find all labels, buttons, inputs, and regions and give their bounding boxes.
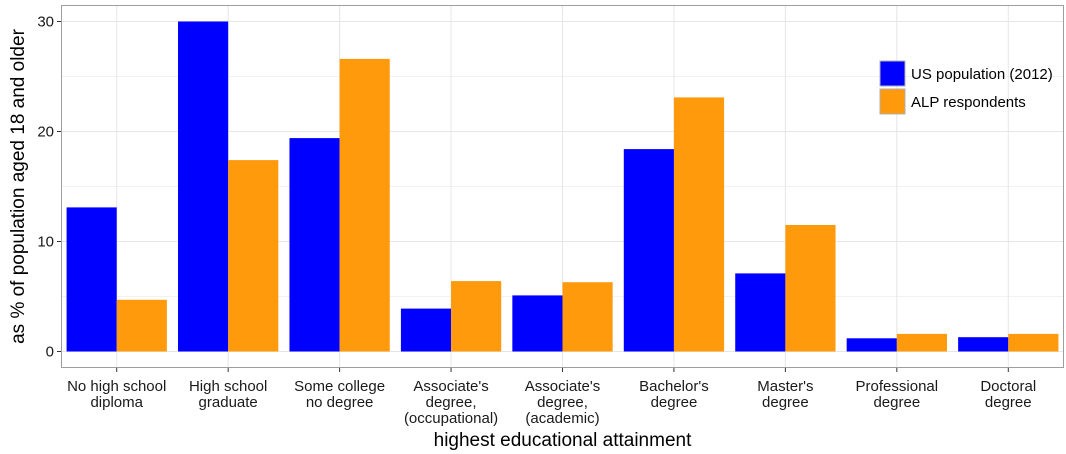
bar-us-population [400,308,452,352]
x-category-label: Master's degree [757,378,813,411]
legend-label: US population (2012) [911,66,1053,83]
bar-alp-respondents [785,225,836,352]
x-category-label: No high school diploma [67,378,166,411]
x-category-label: High school graduate [189,378,267,411]
bar-us-population [735,273,786,352]
x-category-label: Associate's degree, (academic) [525,378,600,427]
x-category-label: Doctoral degree [980,378,1036,411]
legend-key [879,60,906,87]
bar-alp-respondents [673,97,725,352]
bar-alp-respondents [228,160,279,352]
y-axis-ticks: 0 10 20 30 [37,14,61,361]
y-tick-label: 0 [46,344,54,361]
y-tick-label: 10 [37,234,54,251]
bar-us-population [958,337,1009,352]
x-axis-title: highest educational attainment [434,430,692,451]
x-category-label: Professional degree [856,378,939,411]
bar-us-population [512,295,563,352]
x-category-label: Some college no degree [294,378,385,411]
bar-alp-respondents [451,281,502,352]
bar-alp-respondents [1008,333,1059,352]
bar-us-population [846,338,897,352]
y-tick-label: 20 [37,124,54,141]
bar-alp-respondents [562,282,613,352]
bar-alp-respondents [896,333,947,352]
bar-alp-respondents [339,58,390,352]
bar-alp-respondents [116,299,167,352]
legend-label: ALP respondents [911,94,1026,111]
plot-panel-border [61,5,1064,368]
bar-us-population [623,149,674,352]
y-tick-label: 30 [37,14,54,31]
x-category-label: Bachelor's degree [639,378,709,411]
bars [66,21,1059,352]
legend: US population (2012) ALP respondents [879,60,1053,115]
bar-us-population [289,138,340,352]
x-category-label: Associate's degree, (occupational) [404,378,498,427]
legend-key [879,88,906,115]
x-axis-ticks: No high school diploma High school graduate… [67,368,1036,427]
y-axis-title: as % of population aged 18 and older [8,28,29,343]
bar-us-population [66,207,117,352]
bar-us-population [178,21,229,352]
